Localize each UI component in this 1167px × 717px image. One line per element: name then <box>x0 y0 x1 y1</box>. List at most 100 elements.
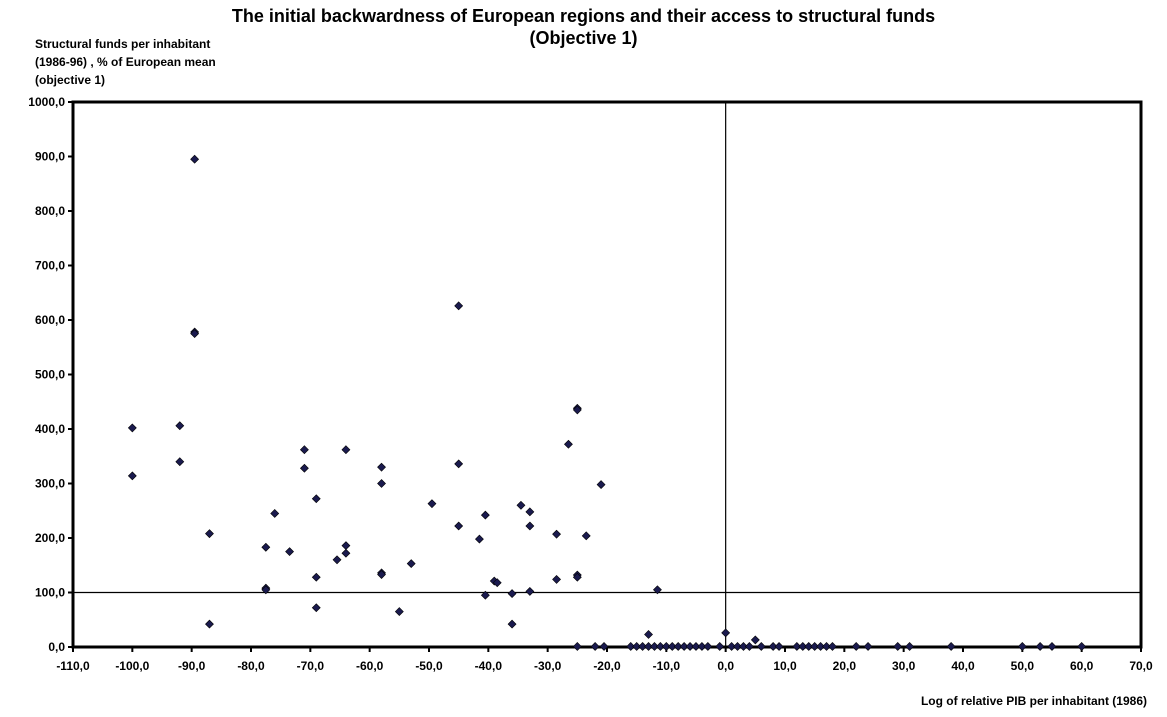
data-point <box>756 642 766 651</box>
data-point <box>644 642 653 651</box>
data-point <box>828 642 837 651</box>
data-point <box>739 642 748 651</box>
chart-subtitle: (Objective 1) <box>529 28 638 48</box>
data-point <box>270 509 280 518</box>
data-point <box>1077 642 1087 651</box>
data-point <box>798 642 808 651</box>
data-point <box>905 642 915 651</box>
data-point <box>525 586 535 596</box>
data-point <box>893 642 903 651</box>
data-point <box>311 572 321 582</box>
data-point <box>190 329 200 339</box>
data-point <box>721 628 731 638</box>
data-point <box>572 405 582 415</box>
x-tick-label: -100,0 <box>115 659 149 673</box>
data-point <box>507 589 517 599</box>
plot-frame <box>71 100 1143 649</box>
data-point <box>341 445 351 455</box>
data-point <box>1035 642 1045 651</box>
y-tick-label: 900,0 <box>35 150 65 164</box>
x-tick-label: -110,0 <box>56 659 90 673</box>
data-point <box>261 585 271 595</box>
x-tick-label: 10,0 <box>773 659 797 673</box>
y-tick-label: 800,0 <box>35 204 65 218</box>
y-tick-label: 600,0 <box>35 313 65 327</box>
data-point <box>715 642 725 651</box>
data-point <box>525 507 535 517</box>
data-point <box>1047 642 1057 651</box>
data-point <box>525 521 535 531</box>
y-tick-label: 300,0 <box>35 477 65 491</box>
data-point <box>341 541 351 551</box>
data-point <box>311 603 321 613</box>
plot-frame-group <box>71 100 1143 649</box>
data-point <box>661 642 671 651</box>
y-tick-label: 1000,0 <box>28 95 65 109</box>
y-tick-label: 100,0 <box>35 586 65 600</box>
data-point <box>480 590 490 600</box>
data-point <box>454 459 464 469</box>
data-point <box>816 642 826 651</box>
data-point <box>507 619 517 629</box>
data-point <box>703 642 713 651</box>
data-point <box>572 572 582 582</box>
data-point <box>205 619 214 629</box>
data-point <box>332 555 342 565</box>
data-point <box>516 500 526 510</box>
data-point <box>205 529 214 539</box>
data-point <box>673 642 683 651</box>
y-axis-ticks: 0,0 100,0 200,0 300,0 400,0 500,0 600,0 700,0 80… <box>28 95 73 654</box>
data-point <box>406 559 416 569</box>
x-tick-label: -40,0 <box>475 659 503 673</box>
data-point <box>750 635 760 645</box>
data-point <box>792 642 802 651</box>
data-point <box>774 642 784 651</box>
x-tick-label: -20,0 <box>593 659 621 673</box>
data-point <box>685 642 695 651</box>
data-point <box>822 642 831 651</box>
x-axis-ticks: -110,0 -100,0 -90,0 -80,0 -70,0 -60,0 -50,0 -40… <box>56 647 1153 673</box>
data-point <box>377 462 386 472</box>
y-tick-label: 500,0 <box>35 368 65 382</box>
data-point <box>810 642 820 651</box>
reference-lines <box>73 102 1141 647</box>
x-tick-label: 0,0 <box>717 659 734 673</box>
data-point <box>552 529 561 539</box>
x-tick-label: -90,0 <box>178 659 206 673</box>
data-point <box>475 534 484 544</box>
data-point <box>127 423 137 433</box>
data-point <box>946 642 956 651</box>
data-point <box>311 494 321 504</box>
data-point <box>599 642 609 651</box>
x-tick-label: 60,0 <box>1070 659 1094 673</box>
data-point <box>679 642 689 651</box>
data-point <box>427 499 437 509</box>
x-tick-label: 40,0 <box>951 659 975 673</box>
x-tick-label: 30,0 <box>892 659 916 673</box>
data-point <box>733 642 742 651</box>
data-point <box>632 642 642 651</box>
data-point <box>377 479 386 488</box>
chart-title: The initial backwardness of European reg… <box>231 6 936 26</box>
y-tick-label: 700,0 <box>35 259 65 273</box>
data-point <box>394 607 404 616</box>
x-tick-label: 20,0 <box>833 659 857 673</box>
data-point <box>299 463 309 473</box>
data-point <box>175 421 185 431</box>
x-tick-label: -10,0 <box>653 659 681 673</box>
data-point <box>572 642 582 651</box>
data-point <box>697 642 707 651</box>
data-point <box>626 642 636 651</box>
x-tick-label: -60,0 <box>356 659 384 673</box>
data-point <box>564 439 573 449</box>
y-tick-label: 200,0 <box>35 531 65 545</box>
data-point <box>590 642 600 651</box>
y-tick-label: 400,0 <box>35 422 65 436</box>
data-point <box>638 642 648 651</box>
x-tick-label: -80,0 <box>237 659 265 673</box>
data-point <box>299 445 309 455</box>
data-point <box>744 642 754 651</box>
data-point <box>653 585 662 595</box>
x-tick-label: 50,0 <box>1011 659 1035 673</box>
